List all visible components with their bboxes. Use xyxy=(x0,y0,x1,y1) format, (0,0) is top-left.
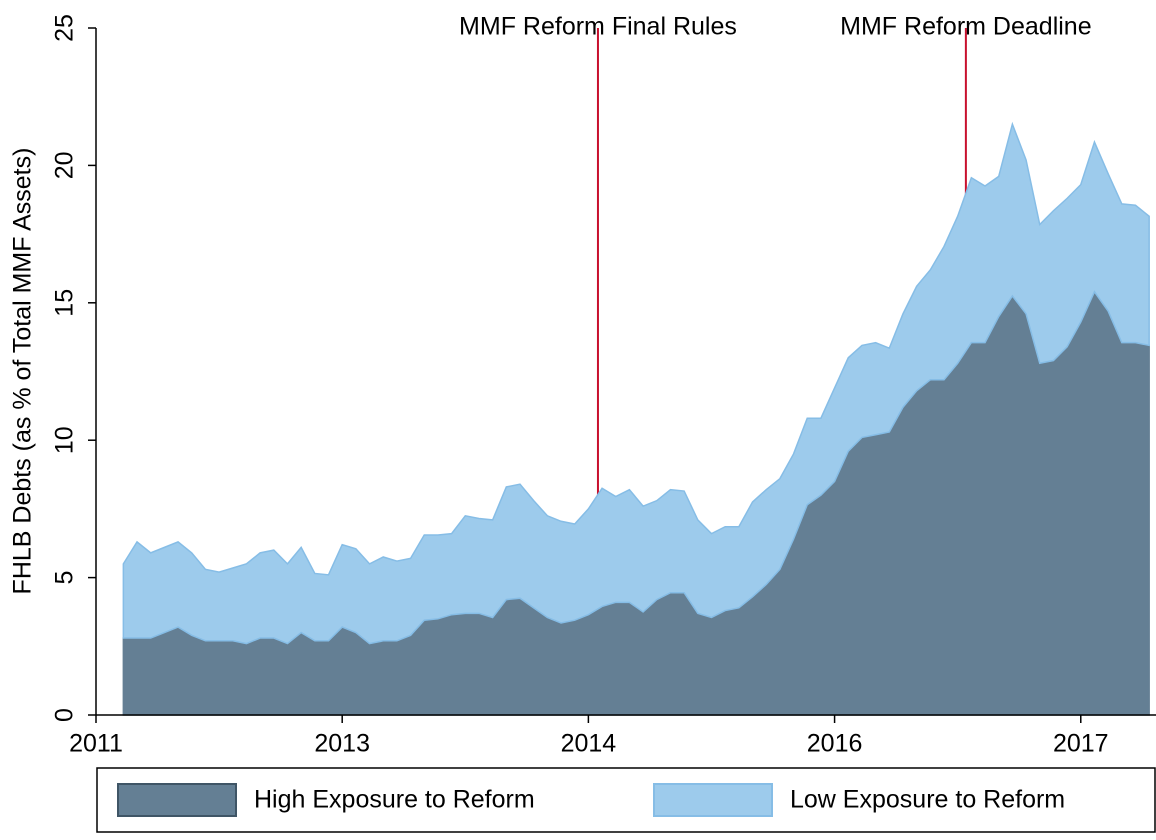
legend-swatch xyxy=(653,783,773,817)
legend-box xyxy=(96,767,1156,833)
x-tick-label: 2017 xyxy=(1053,730,1109,758)
y-tick-label: 10 xyxy=(51,426,79,454)
annotation-label: MMF Reform Final Rules xyxy=(459,13,737,41)
y-axis-label: FHLB Debts (as % of Total MMF Assets) xyxy=(9,148,37,595)
y-tick-label: 20 xyxy=(51,151,79,179)
y-tick-label: 5 xyxy=(51,571,79,585)
legend-swatch xyxy=(117,783,237,817)
y-tick-label: 15 xyxy=(51,289,79,317)
x-tick-label: 2011 xyxy=(69,730,123,758)
y-tick-label: 25 xyxy=(51,14,79,42)
legend-label: High Exposure to Reform xyxy=(254,786,535,814)
x-tick-label: 2016 xyxy=(807,730,863,758)
legend-label: Low Exposure to Reform xyxy=(790,786,1065,814)
y-tick-label: 0 xyxy=(51,708,79,722)
x-tick-label: 2014 xyxy=(561,730,617,758)
annotation-label: MMF Reform Deadline xyxy=(840,13,1091,41)
area xyxy=(122,121,1150,645)
x-tick-label: 2013 xyxy=(314,730,370,758)
